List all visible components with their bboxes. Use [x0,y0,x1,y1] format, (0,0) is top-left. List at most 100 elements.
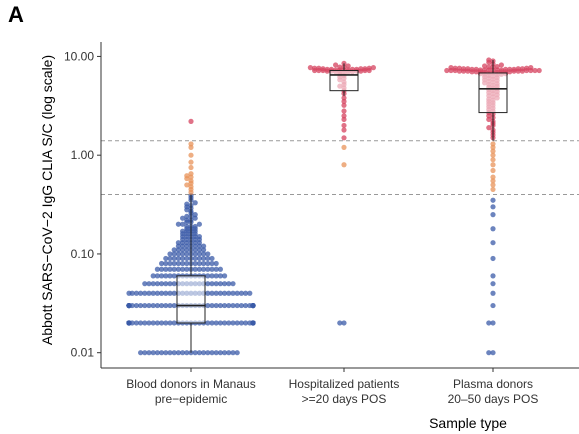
data-point [205,281,211,287]
data-point [494,63,500,70]
data-point [456,65,462,71]
data-point [490,157,496,163]
data-point [511,66,517,72]
data-point [226,350,232,356]
data-point [209,255,215,262]
data-point [142,320,148,326]
data-point [486,125,492,131]
data-point [167,251,173,257]
data-point [498,62,504,68]
data-point [188,152,194,158]
data-point [226,320,232,326]
data-point [222,281,228,287]
data-point [175,240,181,246]
data-point [201,251,207,257]
x-axis-title: Sample type [429,415,507,431]
data-point [490,281,496,287]
data-point [226,302,232,309]
data-point [142,290,148,296]
data-point [205,350,211,356]
data-point [341,122,347,129]
panel-letter: A [8,2,24,27]
data-point [366,65,372,71]
data-point [192,251,198,257]
y-tick-label: 1.00 [71,148,95,162]
data-point [217,273,223,279]
data-point [226,281,232,287]
data-point [133,290,139,296]
data-point [213,302,219,309]
data-point [154,302,160,309]
data-point [196,233,202,240]
data-point [217,290,223,296]
data-point [490,204,496,210]
data-point [163,266,169,272]
data-point [126,302,132,309]
data-point [234,320,240,326]
x-tick-label: Hospitalized patients [289,377,400,391]
data-point [341,102,347,108]
data-point [209,281,215,287]
data-point [465,66,471,72]
data-point [142,302,148,309]
data-point [532,67,538,74]
data-point [163,260,169,267]
data-point [213,290,219,296]
data-point [477,67,483,73]
box-body [176,275,206,324]
data-point [167,273,173,279]
data-point [205,251,211,257]
data-point [490,240,496,246]
data-point [192,200,198,206]
data-point [184,260,190,267]
data-point [192,247,198,253]
data-point [519,66,526,72]
data-point [150,281,156,287]
box-body [329,70,359,92]
data-point [213,273,219,279]
x-tick-label: pre−epidemic [155,392,227,406]
data-point [490,162,496,168]
data-point [234,302,240,309]
data-point [222,273,228,279]
data-point [490,212,496,218]
data-point [184,182,190,188]
data-point [312,65,318,71]
y-axis-title: Abbott SARS−CoV−2 IgG CLIA S/C (log scal… [39,55,55,345]
data-point [444,67,450,74]
data-point [341,113,347,119]
data-point [133,302,139,309]
data-point [175,260,181,267]
data-point [217,281,223,287]
data-point [146,290,152,296]
data-point [482,63,488,69]
data-point [171,251,177,257]
data-point [146,281,152,287]
data-point [358,66,364,72]
data-point [486,350,492,356]
data-point [163,255,169,262]
data-point [159,281,165,287]
data-point [138,320,144,326]
data-point [171,320,177,326]
data-point [167,320,173,326]
data-point [188,178,194,184]
data-point [192,266,198,272]
data-point [230,320,236,326]
data-point [201,247,207,253]
data-point [205,290,211,296]
data-point [362,66,368,72]
data-point [217,320,223,326]
data-point [490,152,496,158]
data-point [154,350,160,356]
data-point [473,66,479,72]
data-point [159,290,165,296]
data-point [341,116,347,123]
data-point [205,255,211,262]
data-point [341,127,347,133]
data-point [238,302,244,309]
data-point [196,350,202,356]
data-point [226,290,232,296]
data-point [171,266,177,272]
data-point [341,108,347,114]
